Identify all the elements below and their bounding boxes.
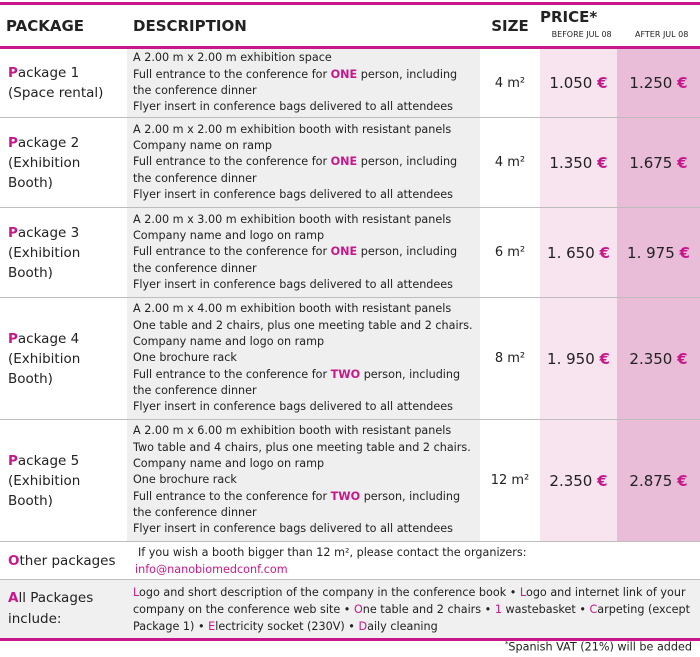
description-line: Flyer insert in conference bags delivere… [133,100,453,114]
description-line: Full entrance to the conference for TWO … [133,367,461,397]
package-size: 4 m² [480,117,540,208]
header-after: AFTER JUL 08 [634,30,689,39]
package-row: Package 3 (Exhibition Booth) A 2.00 m x 3… [0,207,700,298]
description-line: Flyer insert in conference bags delivere… [133,400,453,414]
price-title: PRICE* [540,8,598,26]
other-packages-text: If you wish a booth bigger than 12 m², p… [127,541,700,580]
all-packages-row: All Packages include: Logo and short des… [0,579,700,641]
package-name: Package 4 (Exhibition Booth) [0,297,127,420]
included-item: Logo and short description of the compan… [133,585,507,599]
price-after: 1.250 € [617,47,700,118]
included-item: Carpeting (except Package 1) [133,602,690,633]
price-after: 1.675 € [617,117,700,208]
package-size: 4 m² [480,47,540,118]
description-line: Full entrance to the conference for ONE … [133,67,458,97]
package-description: A 2.00 m x 3.00 m exhibition booth with … [127,207,480,298]
description-line: A 2.00 m x 3.00 m exhibition booth with … [133,212,452,226]
price-after: 2.350 € [617,297,700,420]
package-size: 8 m² [480,297,540,420]
description-line: A 2.00 m x 2.00 m exhibition space [133,51,332,65]
description-line: Full entrance to the conference for ONE … [133,155,458,185]
other-packages-label: Other packages [0,541,127,580]
included-item: 1 wastebasket [494,602,576,616]
package-row: Package 2 (Exhibition Booth) A 2.00 m x 2… [0,117,700,208]
package-size: 12 m² [480,419,540,542]
description-line: A 2.00 m x 4.00 m exhibition booth with … [133,302,452,316]
package-description: A 2.00 m x 2.00 m exhibition space Full e… [127,47,480,118]
included-item: One table and 2 chairs [353,602,482,616]
price-before: 1. 650 € [540,207,617,298]
description-line: Flyer insert in conference bags delivere… [133,187,453,201]
package-description: A 2.00 m x 2.00 m exhibition booth with … [127,117,480,208]
description-line: Company name on ramp [133,139,273,153]
contact-email-link[interactable]: info@nanobiomedconf.com [135,562,288,576]
pricing-table: PACKAGE DESCRIPTION SIZE PRICE* BEFORE J… [0,2,700,641]
other-packages-row: Other packages If you wish a booth bigge… [0,541,700,580]
package-row: Package 5 (Exhibition Booth) A 2.00 m x 6… [0,419,700,542]
package-size: 6 m² [480,207,540,298]
package-row: Package 1 (Space rental) A 2.00 m x 2.00 … [0,47,700,118]
description-line: A 2.00 m x 2.00 m exhibition booth with … [133,122,452,136]
package-description: A 2.00 m x 6.00 m exhibition booth with … [127,419,480,542]
package-row: Package 4 (Exhibition Booth) A 2.00 m x 4… [0,297,700,420]
price-after: 2.875 € [617,419,700,542]
description-line: Two table and 4 chairs, plus one meeting… [133,440,471,454]
included-item: Daily cleaning [358,619,438,633]
all-packages-label: All Packages include: [0,579,127,641]
description-line: One brochure rack [133,473,237,487]
description-line: Flyer insert in conference bags delivere… [133,522,453,536]
package-description: A 2.00 m x 4.00 m exhibition booth with … [127,297,480,420]
description-line: Company name and logo on ramp [133,457,325,471]
description-line: One brochure rack [133,351,237,365]
package-name: Package 5 (Exhibition Booth) [0,419,127,542]
all-packages-items: Logo and short description of the compan… [127,579,700,641]
description-line: Company name and logo on ramp [133,229,325,243]
description-line: Flyer insert in conference bags delivere… [133,277,453,291]
price-after: 1. 975 € [617,207,700,298]
price-before: 1.050 € [540,47,617,118]
included-item: Logo and internet link of your company o… [133,585,686,616]
description-line: Full entrance to the conference for TWO … [133,489,461,519]
header-before: BEFORE JUL 08 [551,30,612,39]
header-package: PACKAGE [6,16,85,35]
price-before: 1.350 € [540,117,617,208]
price-before: 1. 950 € [540,297,617,420]
price-before: 2.350 € [540,419,617,542]
included-item: Electricity socket (230V) [208,619,345,633]
description-line: One table and 2 chairs, plus one meeting… [133,318,473,332]
description-line: Full entrance to the conference for ONE … [133,245,458,275]
header-description: DESCRIPTION [133,16,247,35]
package-name: Package 2 (Exhibition Booth) [0,117,127,208]
header-row: PACKAGE DESCRIPTION SIZE PRICE* BEFORE J… [0,3,700,48]
footnote: *Spanish VAT (21%) will be added [504,640,692,654]
package-name: Package 3 (Exhibition Booth) [0,207,127,298]
header-price: PRICE* BEFORE JUL 08 AFTER JUL 08 [540,4,700,48]
header-size: SIZE [491,16,529,35]
description-line: Company name and logo on ramp [133,335,325,349]
description-line: A 2.00 m x 6.00 m exhibition booth with … [133,424,452,438]
package-name: Package 1 (Space rental) [0,47,127,118]
